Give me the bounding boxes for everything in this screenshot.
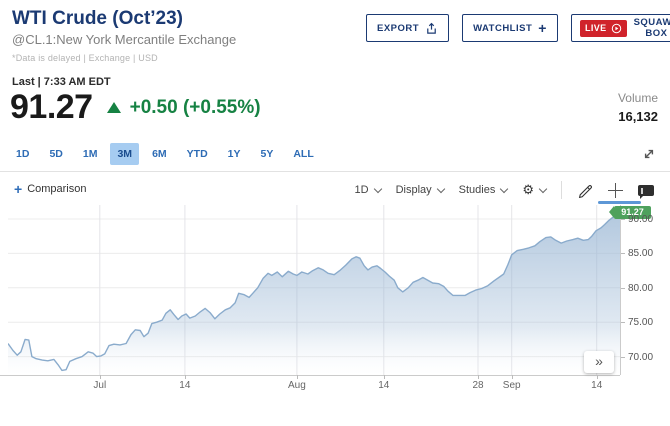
watchlist-button[interactable]: WATCHLIST + (462, 14, 558, 42)
chevron-down-icon (500, 184, 509, 193)
x-axis-line (0, 375, 620, 376)
plus-icon: + (538, 20, 547, 36)
gear-icon: ⚙ (522, 182, 534, 197)
studies-dropdown[interactable]: Studies (458, 184, 509, 196)
price-row: 91.27 +0.50 (+0.55%) (10, 88, 261, 127)
chart-plot[interactable] (8, 205, 620, 375)
page-title: WTI Crude (Oct’23) (12, 8, 184, 29)
price-chart[interactable]: 91.27 » 90.00 85.00 80.00 75.00 70.00 Jul 14 Au… (0, 205, 670, 405)
range-tab-all[interactable]: ALL (293, 148, 314, 160)
y-axis-label: 85.00 (628, 248, 654, 260)
last-timestamp: Last | 7:33 AM EDT (12, 76, 111, 88)
x-axis-tick (511, 375, 513, 379)
x-axis-label: 14 (378, 380, 390, 391)
range-tab-3m[interactable]: 3M (110, 143, 140, 165)
x-axis-tick (184, 375, 186, 379)
y-axis-label: 90.00 (628, 213, 654, 225)
x-axis-label: 14 (179, 380, 191, 391)
crosshair-icon[interactable] (608, 182, 623, 198)
volume-block: Volume 16,132 (618, 91, 658, 124)
data-disclaimer: *Data is delayed | Exchange | USD (12, 53, 158, 63)
range-tab-1m[interactable]: 1M (82, 148, 98, 160)
active-tool-indicator (598, 201, 641, 204)
play-icon (611, 23, 621, 33)
export-button[interactable]: EXPORT (366, 14, 450, 42)
add-comparison-icon: + (14, 181, 23, 197)
x-axis-label: Sep (502, 380, 521, 391)
y-axis-label: 80.00 (628, 282, 654, 294)
live-badge-label: LIVE (584, 23, 607, 33)
chevron-down-icon (436, 184, 445, 193)
price-change: +0.50 (+0.55%) (129, 96, 261, 118)
range-tab-1d[interactable]: 1D (16, 148, 30, 160)
pan-right-button[interactable]: » (584, 351, 614, 373)
volume-value: 16,132 (618, 109, 658, 124)
chevron-down-icon (373, 184, 382, 193)
display-dropdown[interactable]: Display (395, 184, 445, 196)
x-axis-label: Jul (93, 380, 107, 391)
y-axis-tick (621, 356, 625, 358)
chart-tools: 1D Display Studies ⚙ (354, 180, 654, 200)
range-tab-ytd[interactable]: YTD (186, 148, 208, 160)
comment-icon[interactable] (638, 185, 654, 199)
x-axis-tick (478, 375, 480, 379)
header-buttons: EXPORT WATCHLIST + LIVE SQUAWK BOX (366, 14, 670, 42)
up-arrow-icon (106, 102, 121, 113)
section-divider (0, 171, 670, 172)
add-comparison-button[interactable]: + Comparison (14, 181, 87, 197)
display-dropdown-label: Display (395, 184, 432, 196)
x-axis-label: 28 (472, 380, 484, 391)
interval-dropdown[interactable]: 1D (354, 184, 382, 196)
y-axis-tick (621, 253, 625, 255)
y-axis-label: 75.00 (628, 317, 654, 329)
x-axis-tick (596, 375, 598, 379)
last-price-badge: 91.27 (609, 206, 651, 220)
live-badge: LIVE (579, 19, 627, 37)
last-price-badge-label: 91.27 (621, 207, 644, 218)
range-tab-5y[interactable]: 5Y (260, 148, 274, 160)
instrument-subtitle: @CL.1:New York Mercantile Exchange (12, 32, 237, 47)
x-axis-label: 14 (591, 380, 603, 391)
y-axis-line (620, 205, 621, 375)
x-axis-tick (99, 375, 101, 379)
draw-icon[interactable] (577, 182, 593, 198)
x-axis-label: Aug (287, 380, 306, 391)
range-tab-5d[interactable]: 5D (49, 148, 63, 160)
export-button-label: EXPORT (377, 22, 420, 34)
export-icon (427, 22, 436, 34)
y-axis-label: 70.00 (628, 351, 654, 363)
squawk-box-button[interactable]: LIVE SQUAWK BOX (570, 14, 670, 42)
studies-dropdown-label: Studies (458, 184, 496, 196)
y-axis-tick (621, 218, 625, 220)
watchlist-button-label: WATCHLIST (473, 22, 533, 34)
add-comparison-label: Comparison (27, 183, 87, 195)
y-axis-tick (621, 287, 625, 289)
interval-dropdown-label: 1D (354, 184, 369, 196)
x-axis-tick (383, 375, 385, 379)
volume-label: Volume (617, 91, 658, 105)
range-tab-1y[interactable]: 1Y (227, 148, 241, 160)
range-tabs: 1D 5D 1M 3M 6M YTD 1Y 5Y ALL (6, 143, 324, 165)
toolbar-separator (561, 181, 562, 199)
expand-icon[interactable] (641, 146, 657, 162)
last-price: 91.27 (10, 88, 93, 126)
chevron-down-icon (538, 184, 548, 193)
range-tab-6m[interactable]: 6M (152, 148, 167, 160)
y-axis-tick (621, 322, 625, 324)
x-axis-tick (296, 375, 298, 379)
squawk-box-label: SQUAWK BOX (633, 17, 670, 39)
settings-dropdown[interactable]: ⚙ (522, 182, 548, 197)
